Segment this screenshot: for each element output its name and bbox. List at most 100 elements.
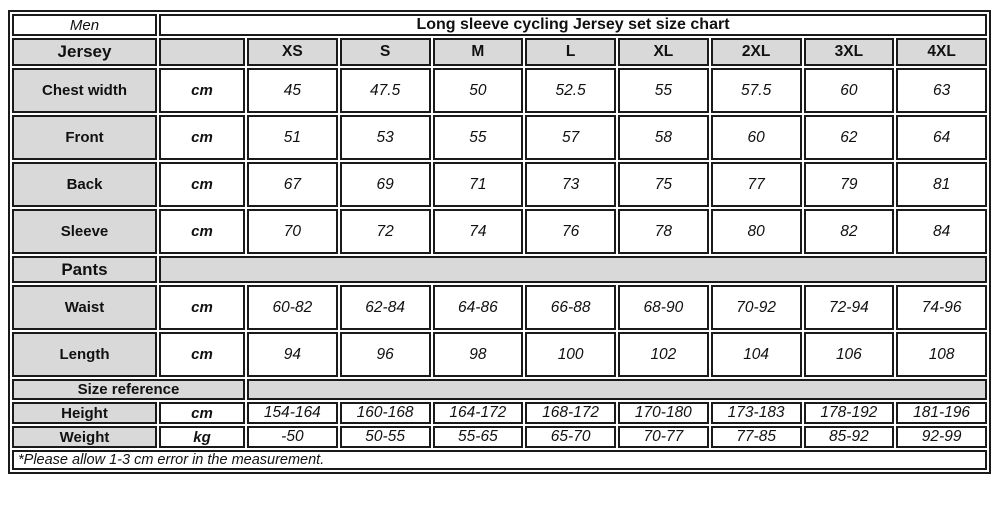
footnote: *Please allow 1-3 cm error in the measur… [12,450,987,470]
value-cell: 62 [803,115,895,160]
size-header-xl: XL [618,38,709,66]
unit-cell: cm [159,209,245,254]
value-cell: 64-86 [432,285,524,330]
value-cell: 57.5 [710,68,802,113]
table-row-weight: Weight kg -50 50-55 55-65 65-70 70-77 77… [12,426,987,448]
value-cell: 60-82 [247,285,338,330]
value-cell: 85-92 [803,426,895,448]
empty-header-cell [159,38,245,66]
value-cell: 82 [803,209,895,254]
value-cell: 74-96 [896,285,987,330]
value-cell: 70-77 [618,426,709,448]
table-row-height: Height cm 154-164 160-168 164-172 168-17… [12,402,987,424]
value-cell: 60 [803,68,895,113]
value-cell: 168-172 [525,402,616,424]
size-header-l: L [525,38,616,66]
value-cell: 50-55 [339,426,431,448]
section-size-reference-spacer [247,379,987,400]
value-cell: 72-94 [803,285,895,330]
value-cell: 77 [710,162,802,207]
value-cell: 58 [618,115,709,160]
unit-cell: cm [159,115,245,160]
value-cell: 102 [618,332,709,377]
value-cell: 57 [525,115,616,160]
value-cell: 50 [432,68,524,113]
section-row-size-reference: Size reference [12,379,987,400]
size-header-xs: XS [247,38,338,66]
value-cell: 164-172 [432,402,524,424]
section-pants-label: Pants [12,256,157,283]
section-pants-spacer [159,256,987,283]
size-header-2xl: 2XL [710,38,802,66]
value-cell: 78 [618,209,709,254]
measurement-label: Back [12,162,157,207]
value-cell: 55 [618,68,709,113]
table-row-chest-width: Chest width cm 45 47.5 50 52.5 55 57.5 6… [12,68,987,113]
value-cell: 72 [339,209,431,254]
unit-cell: cm [159,285,245,330]
unit-cell: cm [159,162,245,207]
value-cell: 51 [247,115,338,160]
section-row-pants: Pants [12,256,987,283]
value-cell: 55-65 [432,426,524,448]
measurement-label: Waist [12,285,157,330]
footnote-row: *Please allow 1-3 cm error in the measur… [12,450,987,470]
unit-cell: cm [159,402,245,424]
value-cell: 76 [525,209,616,254]
value-cell: 68-90 [618,285,709,330]
value-cell: 104 [710,332,802,377]
value-cell: 79 [803,162,895,207]
value-cell: 94 [247,332,338,377]
value-cell: 73 [525,162,616,207]
value-cell: 178-192 [803,402,895,424]
value-cell: 92-99 [896,426,987,448]
size-header-3xl: 3XL [803,38,895,66]
value-cell: 170-180 [618,402,709,424]
value-cell: 160-168 [339,402,431,424]
chart-title: Long sleeve cycling Jersey set size char… [159,14,987,36]
value-cell: 98 [432,332,524,377]
title-row: Men Long sleeve cycling Jersey set size … [12,14,987,36]
unit-cell: cm [159,332,245,377]
measurement-label: Front [12,115,157,160]
value-cell: 71 [432,162,524,207]
section-size-reference-label: Size reference [12,379,245,400]
value-cell: 45 [247,68,338,113]
section-jersey-label: Jersey [12,38,157,66]
value-cell: 64 [896,115,987,160]
value-cell: 67 [247,162,338,207]
value-cell: 52.5 [525,68,616,113]
value-cell: 100 [525,332,616,377]
value-cell: 80 [710,209,802,254]
measurement-label: Chest width [12,68,157,113]
table-row-back: Back cm 67 69 71 73 75 77 79 81 [12,162,987,207]
measurement-label: Length [12,332,157,377]
value-cell: 106 [803,332,895,377]
size-header-row: Jersey XS S M L XL 2XL 3XL 4XL [12,38,987,66]
size-chart-table: Men Long sleeve cycling Jersey set size … [8,10,991,474]
value-cell: 84 [896,209,987,254]
value-cell: 70 [247,209,338,254]
value-cell: 77-85 [710,426,802,448]
table-row-length: Length cm 94 96 98 100 102 104 106 108 [12,332,987,377]
value-cell: 69 [339,162,431,207]
unit-cell: kg [159,426,245,448]
value-cell: 81 [896,162,987,207]
value-cell: 173-183 [710,402,802,424]
size-header-m: M [432,38,524,66]
value-cell: 108 [896,332,987,377]
table-row-front: Front cm 51 53 55 57 58 60 62 64 [12,115,987,160]
size-header-4xl: 4XL [896,38,987,66]
measurement-label: Weight [12,426,157,448]
value-cell: 55 [432,115,524,160]
men-corner-cell: Men [12,14,157,36]
value-cell: 65-70 [525,426,616,448]
value-cell: 181-196 [896,402,987,424]
value-cell: 66-88 [525,285,616,330]
value-cell: 62-84 [339,285,431,330]
table-row-waist: Waist cm 60-82 62-84 64-86 66-88 68-90 7… [12,285,987,330]
value-cell: 47.5 [339,68,431,113]
size-header-s: S [339,38,431,66]
value-cell: 74 [432,209,524,254]
